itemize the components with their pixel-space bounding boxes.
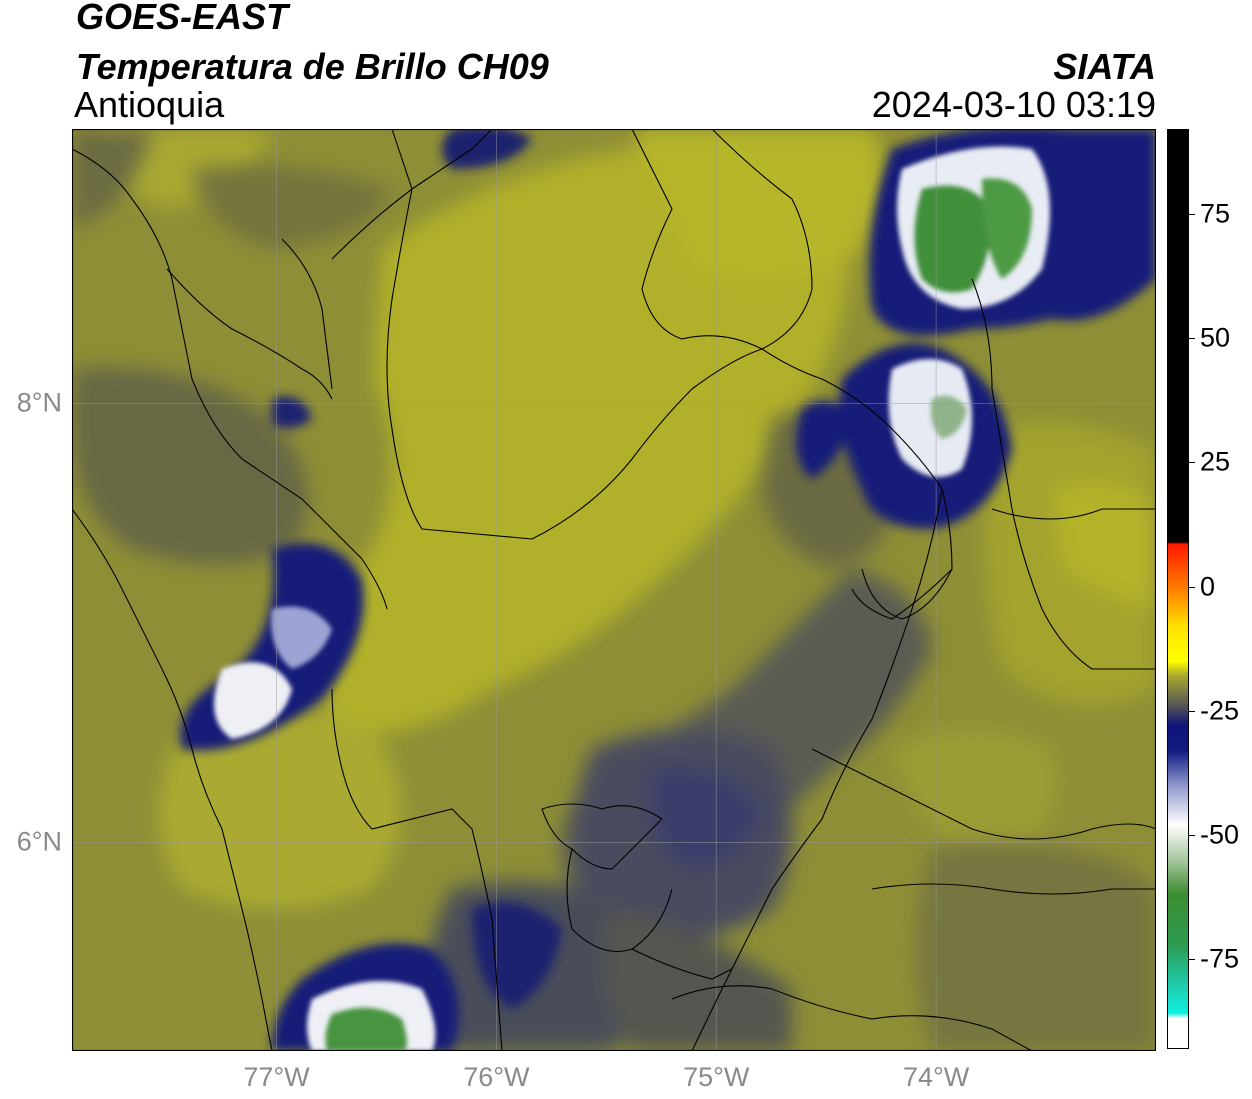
lon-tick-label: 77°W	[243, 1062, 310, 1092]
brightness-temperature-map	[72, 129, 1156, 1051]
region-label: Antioquia	[74, 84, 225, 125]
organization-label: SIATA	[1053, 46, 1156, 87]
timestamp-label: 2024-03-10 03:19	[871, 84, 1156, 125]
lon-tick-label: 76°W	[463, 1062, 530, 1092]
map-frame	[72, 129, 1156, 1051]
administrative-borders	[72, 129, 1156, 1051]
colorbar-tick	[1189, 710, 1195, 712]
product-title: Temperatura de Brillo CH09	[76, 46, 549, 87]
colorbar-tick	[1189, 586, 1195, 588]
warm-zones	[92, 129, 1156, 909]
colorbar-tick	[1189, 835, 1195, 837]
gridlines	[72, 129, 1156, 1051]
temperature-colorbar	[1167, 129, 1189, 1049]
colorbar-tick	[1189, 462, 1195, 464]
colorbar-tick	[1189, 959, 1195, 961]
lat-tick-label: 6°N	[16, 826, 62, 857]
cloud-systems	[180, 129, 1156, 1051]
colorbar-tick-label: 75	[1200, 198, 1231, 229]
satellite-title: GOES-EAST	[76, 0, 289, 37]
colorbar-tick	[1189, 213, 1195, 215]
lat-tick-label: 8°N	[16, 387, 62, 418]
lon-tick-label: 75°W	[683, 1062, 750, 1092]
colorbar-tick-label: -75	[1200, 943, 1240, 974]
colorbar-tick-label: 25	[1200, 446, 1231, 477]
colorbar-tick	[1189, 337, 1195, 339]
colorbar-tick-label: 0	[1200, 571, 1216, 601]
colorbar-tick-label: -25	[1200, 695, 1240, 726]
colorbar-tick-label: -50	[1200, 819, 1240, 850]
lon-tick-label: 74°W	[902, 1062, 970, 1092]
colorbar-tick-label: 50	[1200, 322, 1231, 353]
